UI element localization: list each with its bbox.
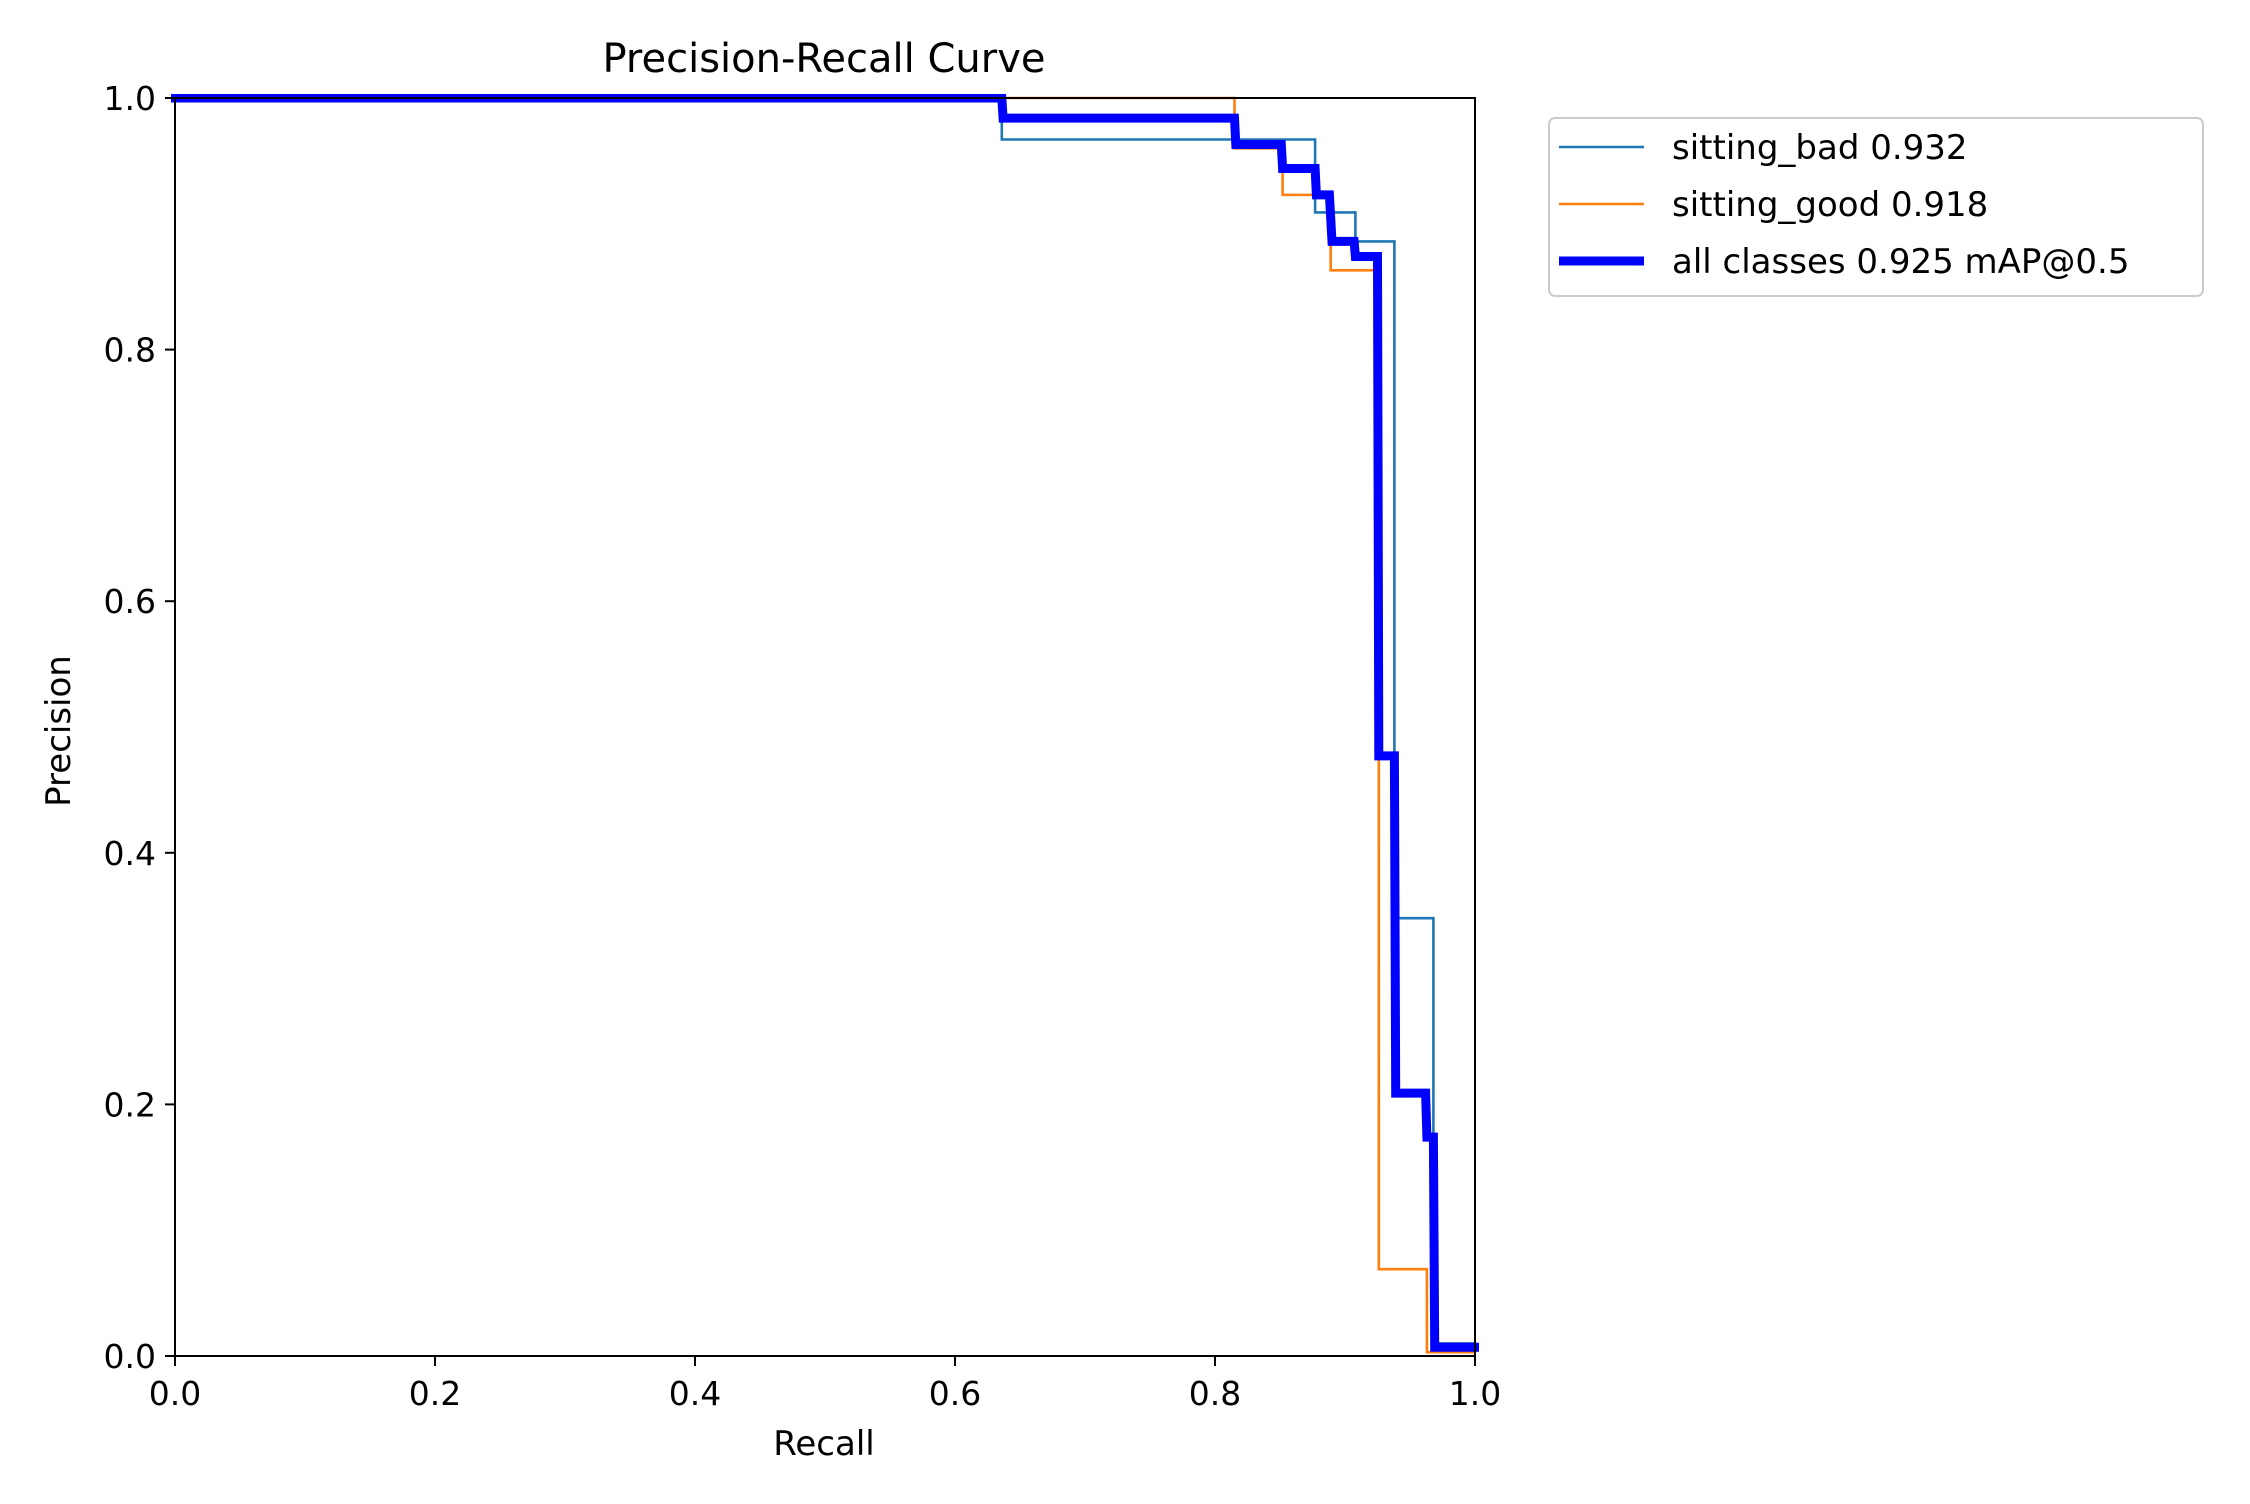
y-tick-label: 0.8 bbox=[104, 331, 156, 370]
series-line-1 bbox=[173, 96, 1477, 1345]
legend-label-2: sitting_good 0.918 bbox=[1672, 185, 1988, 225]
x-tick-label: 0.2 bbox=[409, 1374, 461, 1413]
legend-label-3: all classes 0.925 mAP@0.5 bbox=[1672, 242, 2129, 282]
plot-area: 0.0 0.2 0.4 0.6 0.8 1.0 0.0 0.2 0.4 0.6 0.8 1.0 bbox=[104, 79, 1502, 1413]
x-tick-label: 0.0 bbox=[149, 1374, 201, 1413]
y-tick-label: 0.2 bbox=[104, 1085, 156, 1124]
y-axis-label: Precision bbox=[39, 655, 79, 807]
legend-label-1: sitting_bad 0.932 bbox=[1672, 128, 1968, 168]
legend-box bbox=[1548, 117, 2204, 297]
x-axis-label: Recall bbox=[773, 1424, 874, 1464]
y-tick-label: 0.6 bbox=[104, 582, 156, 621]
axes-frame bbox=[174, 97, 1476, 1357]
x-tick-label: 1.0 bbox=[1449, 1374, 1501, 1413]
x-tick-label: 0.6 bbox=[929, 1374, 981, 1413]
legend: sitting_bad 0.932 sitting_good 0.918 all c… bbox=[1548, 117, 2204, 297]
y-tick-label: 0.4 bbox=[104, 834, 156, 873]
series-group bbox=[171, 94, 1479, 1354]
y-tick-label: 0.0 bbox=[104, 1337, 156, 1376]
x-tick-label: 0.8 bbox=[1189, 1374, 1241, 1413]
x-tick-label: 0.4 bbox=[669, 1374, 721, 1413]
series-line-3 bbox=[171, 94, 1479, 1352]
y-tick-label: 1.0 bbox=[104, 79, 156, 118]
chart-title: Precision-Recall Curve bbox=[603, 36, 1046, 82]
